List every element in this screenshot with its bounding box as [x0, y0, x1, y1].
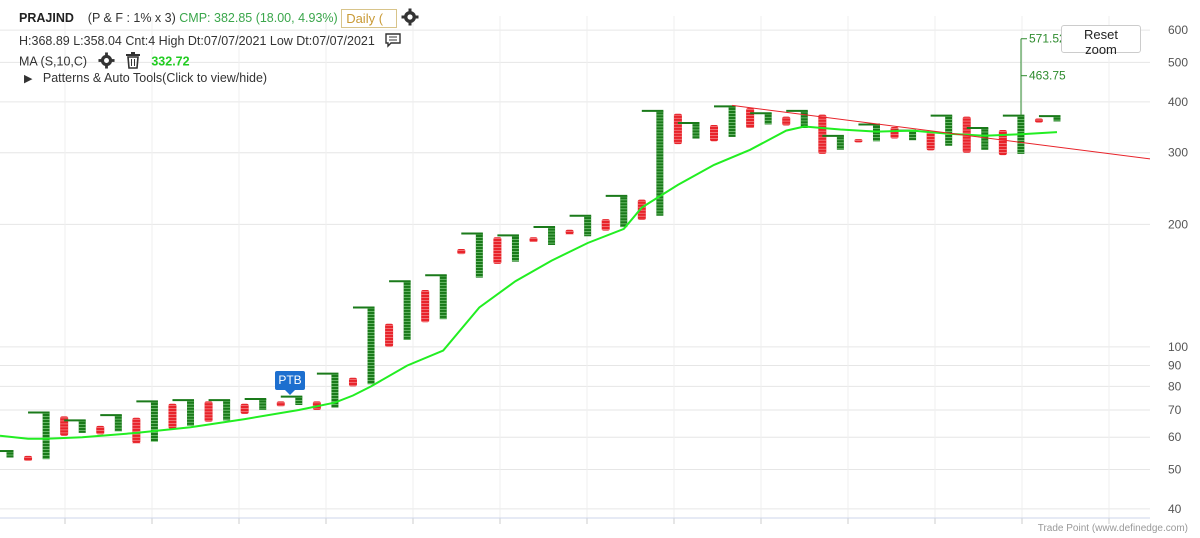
y-tick-label: 60 — [1168, 430, 1182, 444]
o-column — [385, 323, 394, 347]
moving-average-line — [0, 125, 1058, 440]
o-column — [60, 416, 69, 436]
x-column — [208, 399, 231, 421]
o-column — [276, 401, 285, 407]
o-column — [998, 130, 1007, 156]
x-column — [858, 123, 880, 142]
y-tick-label: 200 — [1168, 217, 1188, 231]
x-column — [64, 419, 86, 433]
patterns-label: Patterns & Auto Tools(Click to view/hide… — [42, 71, 268, 85]
x-column — [0, 450, 14, 458]
y-tick-label: 90 — [1168, 359, 1182, 373]
ma-label: MA (S,10,C) — [19, 54, 88, 69]
reset-zoom-button[interactable]: Reset zoom — [1061, 25, 1141, 57]
y-tick-label: 70 — [1168, 403, 1182, 417]
x-column — [641, 109, 664, 216]
x-column — [966, 126, 989, 150]
o-column — [854, 139, 863, 143]
patterns-toggle[interactable]: ▶ Patterns & Auto Tools(Click to view/hi… — [24, 71, 267, 85]
x-column — [280, 395, 303, 406]
ptb-pattern-badge[interactable]: PTB — [275, 371, 305, 395]
play-triangle-icon: ▶ — [24, 73, 33, 85]
o-column — [1034, 118, 1043, 123]
x-column — [569, 214, 592, 237]
x-column — [930, 114, 953, 146]
o-column — [493, 237, 502, 264]
x-column — [786, 109, 808, 128]
o-column — [673, 113, 682, 145]
trash-icon[interactable] — [125, 52, 141, 72]
params-label: (P & F : 1% x 3) — [87, 10, 176, 25]
o-column — [782, 116, 791, 126]
x-column — [750, 112, 772, 125]
y-tick-label: 80 — [1168, 379, 1182, 393]
o-column — [96, 425, 105, 435]
y-tick-label: 50 — [1168, 462, 1182, 476]
o-column — [204, 401, 213, 422]
x-column — [714, 105, 736, 137]
o-column — [168, 403, 177, 429]
credits-label[interactable]: Trade Point (www.definedge.com) — [1037, 523, 1188, 534]
x-column — [533, 226, 556, 245]
x-column — [100, 414, 122, 432]
o-column — [421, 289, 430, 323]
o-column — [890, 126, 899, 139]
x-column — [172, 399, 195, 426]
x-column — [136, 400, 158, 442]
o-column — [132, 417, 141, 444]
o-column — [348, 377, 357, 387]
y-tick-label: 500 — [1168, 55, 1188, 69]
x-column — [1038, 115, 1061, 122]
stats-row: H:368.89 L:358.04 Cnt:4 High Dt:07/07/20… — [19, 32, 402, 51]
cmp-label: CMP: 382.85 (18.00, 4.93%) — [179, 10, 338, 25]
x-column — [822, 134, 844, 150]
o-column — [601, 219, 610, 231]
o-column — [746, 108, 755, 128]
x-column — [677, 121, 700, 139]
trendline — [732, 104, 1151, 160]
x-column — [497, 234, 519, 262]
x-column — [461, 232, 483, 278]
x-column — [389, 280, 411, 340]
target-label: 571.52 — [1029, 32, 1066, 46]
target-label: 463.75 — [1029, 69, 1066, 83]
o-column — [457, 249, 466, 255]
o-column — [24, 455, 33, 461]
symbol-label: PRAJIND — [19, 10, 74, 25]
o-column — [926, 132, 935, 151]
x-column — [244, 397, 267, 410]
y-tick-label: 40 — [1168, 502, 1182, 516]
ma-settings-gear-icon[interactable] — [97, 52, 115, 72]
o-column — [710, 124, 719, 142]
settings-gear-icon[interactable] — [401, 8, 419, 29]
o-column — [565, 229, 574, 235]
o-column — [637, 199, 646, 221]
stats-label: H:368.89 L:358.04 Cnt:4 High Dt:07/07/20… — [19, 33, 375, 48]
y-tick-label: 100 — [1168, 340, 1188, 354]
x-column — [352, 306, 375, 385]
title-row: PRAJIND (P & F : 1% x 3) CMP: 382.85 (18… — [19, 8, 419, 29]
x-column — [316, 372, 339, 408]
ma-row: MA (S,10,C) 332.72 — [19, 52, 190, 72]
x-column — [28, 411, 50, 460]
interval-select[interactable]: Daily ( — [341, 9, 398, 28]
ma-value: 332.72 — [151, 54, 190, 69]
y-tick-label: 600 — [1168, 23, 1188, 37]
o-column — [529, 237, 538, 243]
x-column — [605, 194, 628, 228]
y-tick-label: 300 — [1168, 146, 1188, 160]
y-tick-label: 400 — [1168, 95, 1188, 109]
comment-icon[interactable] — [384, 32, 402, 51]
o-column — [240, 403, 249, 414]
x-column — [425, 274, 447, 320]
o-column — [818, 114, 827, 154]
